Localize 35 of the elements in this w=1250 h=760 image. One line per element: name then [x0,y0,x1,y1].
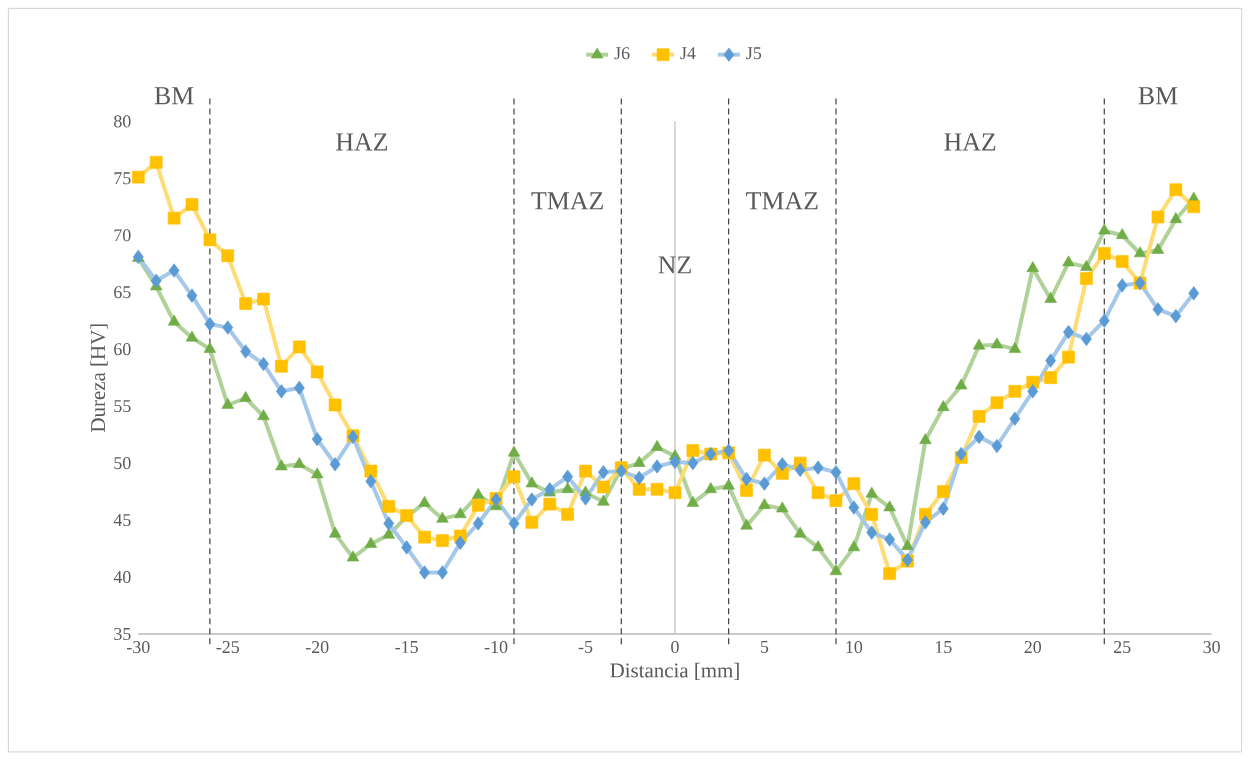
annotation: HAZ [336,133,388,151]
y-tick-label: 45 [113,513,131,526]
y-tick-label: 55 [114,400,131,412]
annotation: TMAZ [531,192,603,210]
x-tick-label: 10 [846,640,863,653]
x-tick-label: -25 [216,640,240,653]
x-axis-title: Distancia [mm] [610,662,739,680]
x-tick-label: -30 [127,640,150,653]
y-tick-label: 75 [114,172,131,185]
annotation: HAZ [944,133,996,151]
legend-label: J4 [680,47,696,60]
x-tick-label: -5 [578,640,593,653]
y-tick-label: 50 [114,456,131,470]
x-tick-label: 30 [1203,640,1220,653]
text: BM [1138,87,1178,105]
x-tick-label: 5 [760,640,769,653]
annotation: TMAZ [746,192,818,210]
x-tick-label: -10 [484,640,508,653]
x-tick-label: 0 [671,640,679,653]
y-tick-label: 40 [113,570,131,583]
x-tick-label: 25 [1114,640,1131,653]
annotation: NZ [658,256,691,274]
y-axis-title: Dureza [HV] [90,324,108,432]
y-tick-label: 65 [114,286,131,299]
x-tick-label: -15 [395,640,418,653]
legend-label: J5 [746,47,762,60]
y-tick-label: 70 [114,229,131,242]
x-tick-label: 15 [935,640,952,653]
x-tick-label: 20 [1024,640,1042,653]
legend-label: J6 [614,47,630,60]
y-tick-label: 60 [114,342,131,356]
x-tick-label: -20 [305,640,329,653]
y-tick-label: 80 [114,115,131,128]
y-tick-label: 35 [114,627,131,640]
text: BM [154,87,194,105]
